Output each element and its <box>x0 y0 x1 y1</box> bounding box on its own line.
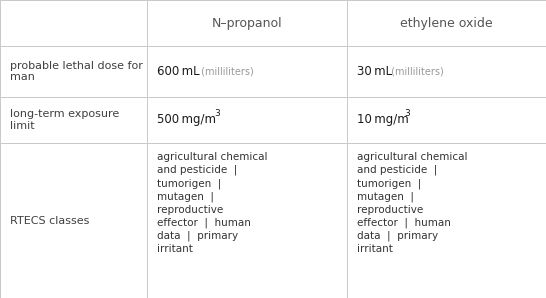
Text: agricultural chemical
and pesticide  |
tumorigen  |
mutagen  |
reproductive
effe: agricultural chemical and pesticide | tu… <box>357 152 467 254</box>
Text: 30 mL: 30 mL <box>357 65 391 78</box>
Text: 600 mL: 600 mL <box>157 65 200 78</box>
Text: 3: 3 <box>215 109 221 118</box>
Text: RTECS classes: RTECS classes <box>10 215 89 226</box>
Text: 3: 3 <box>404 109 410 118</box>
Text: long-term exposure
limit: long-term exposure limit <box>10 109 119 131</box>
Text: 500 mg/m: 500 mg/m <box>157 114 216 126</box>
Text: N–propanol: N–propanol <box>212 17 282 30</box>
Text: agricultural chemical
and pesticide  |
tumorigen  |
mutagen  |
reproductive
effe: agricultural chemical and pesticide | tu… <box>157 152 268 254</box>
Text: (milliliters): (milliliters) <box>198 66 254 77</box>
Text: probable lethal dose for
man: probable lethal dose for man <box>10 61 143 82</box>
Text: 10 mg/m: 10 mg/m <box>357 114 408 126</box>
Text: ethylene oxide: ethylene oxide <box>400 17 492 30</box>
Text: (milliliters): (milliliters) <box>388 66 444 77</box>
